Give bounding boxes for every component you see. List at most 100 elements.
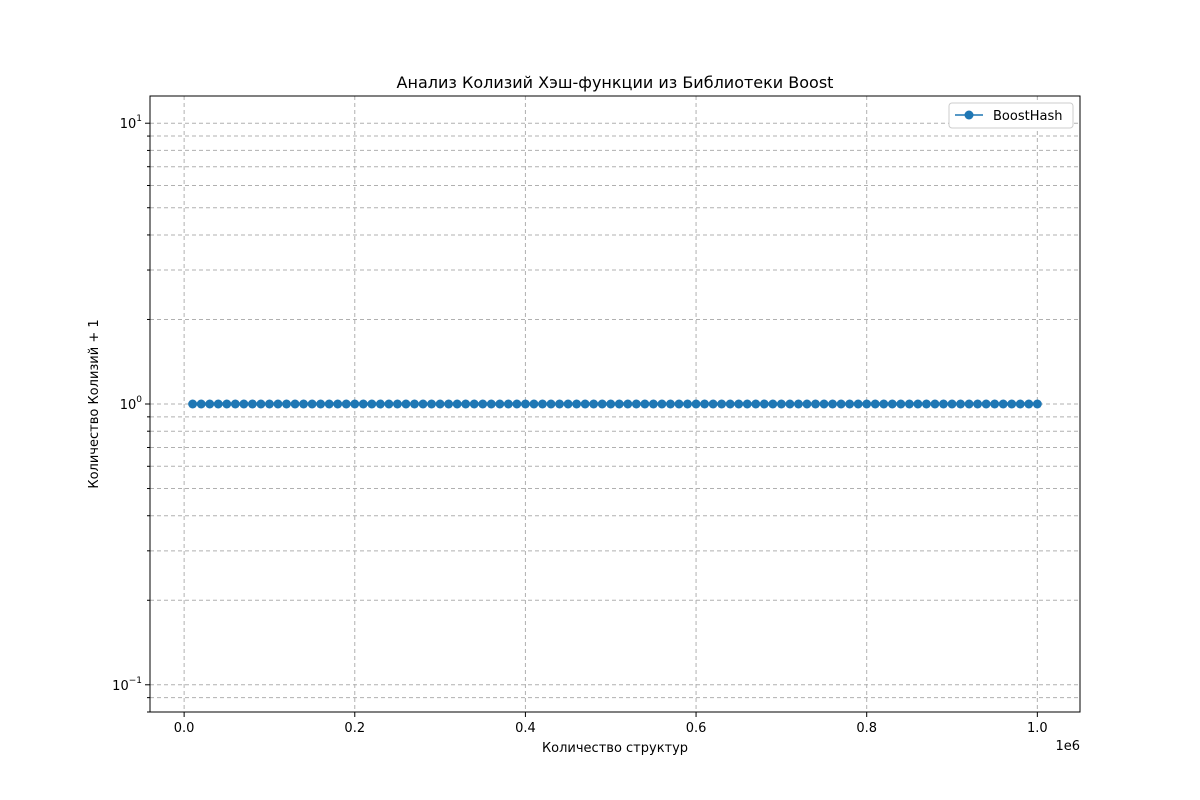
data-point <box>205 399 215 409</box>
data-point <box>1032 399 1042 409</box>
data-point <box>444 399 454 409</box>
data-point <box>973 399 983 409</box>
data-point <box>896 399 906 409</box>
grid <box>150 96 1080 713</box>
x-tick-label: 1.0 <box>1027 721 1048 736</box>
data-point <box>409 399 419 409</box>
data-point <box>495 399 505 409</box>
data-point <box>299 399 309 409</box>
data-point <box>836 399 846 409</box>
series-boosthash <box>188 399 1042 409</box>
data-point <box>316 399 326 409</box>
data-point <box>520 399 530 409</box>
data-point <box>785 399 795 409</box>
data-point <box>324 399 334 409</box>
data-point <box>913 399 923 409</box>
data-point <box>375 399 385 409</box>
data-point <box>418 399 428 409</box>
data-point <box>247 399 257 409</box>
data-point <box>947 399 957 409</box>
x-tick-label: 0.8 <box>856 721 877 736</box>
data-point <box>546 399 556 409</box>
data-point <box>512 399 522 409</box>
legend-marker <box>964 110 974 120</box>
data-point <box>452 399 462 409</box>
data-point <box>478 399 488 409</box>
data-point <box>938 399 948 409</box>
data-point <box>921 399 931 409</box>
data-point <box>879 399 889 409</box>
data-point <box>503 399 513 409</box>
data-point <box>1024 399 1034 409</box>
data-point <box>657 399 667 409</box>
x-tick-label: 0.0 <box>174 721 195 736</box>
data-point <box>751 399 761 409</box>
y-tick-label: 101 <box>120 114 142 132</box>
data-point <box>725 399 735 409</box>
data-point <box>350 399 360 409</box>
y-axis: 10−1 100 101 <box>112 114 150 713</box>
data-point <box>768 399 778 409</box>
data-point <box>427 399 437 409</box>
x-offset-label: 1e6 <box>1055 739 1080 754</box>
data-point <box>990 399 1000 409</box>
data-point <box>811 399 821 409</box>
data-point <box>264 399 274 409</box>
data-point <box>273 399 283 409</box>
data-point <box>802 399 812 409</box>
y-axis-label: Количество Колизий + 1 <box>87 319 102 488</box>
data-point <box>828 399 838 409</box>
data-point <box>401 399 411 409</box>
data-point <box>674 399 684 409</box>
data-point <box>759 399 769 409</box>
data-point <box>188 399 198 409</box>
data-point <box>734 399 744 409</box>
data-point <box>529 399 539 409</box>
data-point <box>648 399 658 409</box>
data-point <box>683 399 693 409</box>
data-point <box>222 399 232 409</box>
data-point <box>580 399 590 409</box>
data-point <box>196 399 206 409</box>
data-point <box>358 399 368 409</box>
data-point <box>392 399 402 409</box>
legend-entry-boosthash: BoostHash <box>993 109 1062 124</box>
data-point <box>819 399 829 409</box>
chart-title: Анализ Колизий Хэш-функции из Библиотеки… <box>397 73 834 92</box>
data-point <box>887 399 897 409</box>
data-point <box>623 399 633 409</box>
data-point <box>793 399 803 409</box>
data-point <box>589 399 599 409</box>
data-point <box>333 399 343 409</box>
data-point <box>845 399 855 409</box>
data-point <box>282 399 292 409</box>
data-point <box>956 399 966 409</box>
x-tick-label: 0.4 <box>515 721 536 736</box>
legend: BoostHash <box>948 102 1074 129</box>
data-point <box>563 399 573 409</box>
data-point <box>1015 399 1025 409</box>
data-point <box>981 399 991 409</box>
data-point <box>614 399 624 409</box>
data-point <box>904 399 914 409</box>
data-point <box>290 399 300 409</box>
data-point <box>537 399 547 409</box>
data-point <box>665 399 675 409</box>
data-point <box>555 399 565 409</box>
data-point <box>307 399 317 409</box>
data-point <box>998 399 1008 409</box>
data-point <box>572 399 582 409</box>
data-point <box>486 399 496 409</box>
data-point <box>853 399 863 409</box>
data-point <box>776 399 786 409</box>
x-axis-label: Количество структур <box>542 741 688 756</box>
data-point <box>870 399 880 409</box>
legend-box <box>948 102 1074 129</box>
data-point <box>1007 399 1017 409</box>
data-point <box>256 399 266 409</box>
y-tick-label: 10−1 <box>112 676 142 694</box>
data-point <box>691 399 701 409</box>
data-point <box>708 399 718 409</box>
y-tick-label: 100 <box>120 395 143 413</box>
